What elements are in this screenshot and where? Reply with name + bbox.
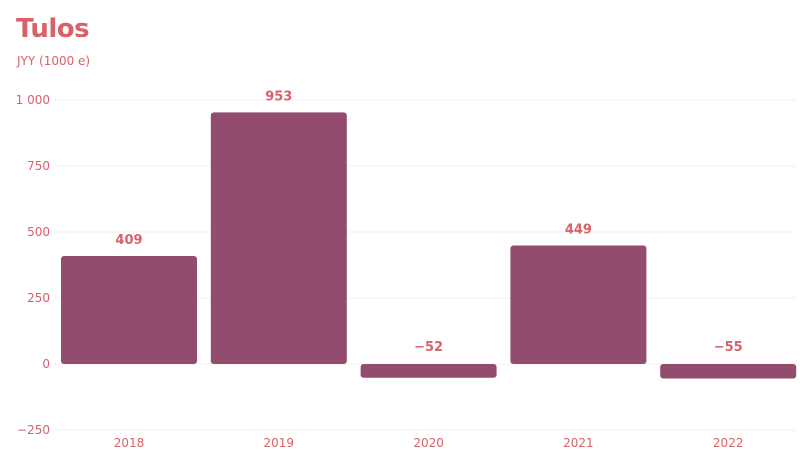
- bar: [210, 112, 347, 365]
- x-tick-label: 2021: [563, 436, 594, 450]
- x-tick-label: 2020: [413, 436, 444, 450]
- data-label: 409: [115, 233, 142, 248]
- y-tick-label: 1 000: [16, 93, 50, 107]
- bar: [510, 245, 647, 364]
- x-tick-label: 2019: [264, 436, 295, 450]
- y-tick-label: 250: [27, 291, 50, 305]
- chart-title: Tulos: [16, 14, 90, 44]
- bar: [61, 256, 197, 364]
- y-tick-label: 0: [42, 357, 50, 371]
- data-label: 449: [565, 222, 592, 237]
- x-tick-label: 2022: [713, 436, 744, 450]
- data-label: −55: [714, 340, 743, 355]
- y-tick-label: −250: [17, 423, 50, 437]
- y-tick-label: 750: [27, 159, 50, 173]
- chart-subtitle: JYY (1000 e): [17, 54, 91, 68]
- y-tick-label: 500: [27, 225, 50, 239]
- data-label: −52: [414, 340, 443, 355]
- bar: [360, 364, 497, 378]
- bar: [660, 364, 797, 379]
- data-label: 953: [265, 89, 292, 104]
- x-tick-label: 2018: [114, 436, 145, 450]
